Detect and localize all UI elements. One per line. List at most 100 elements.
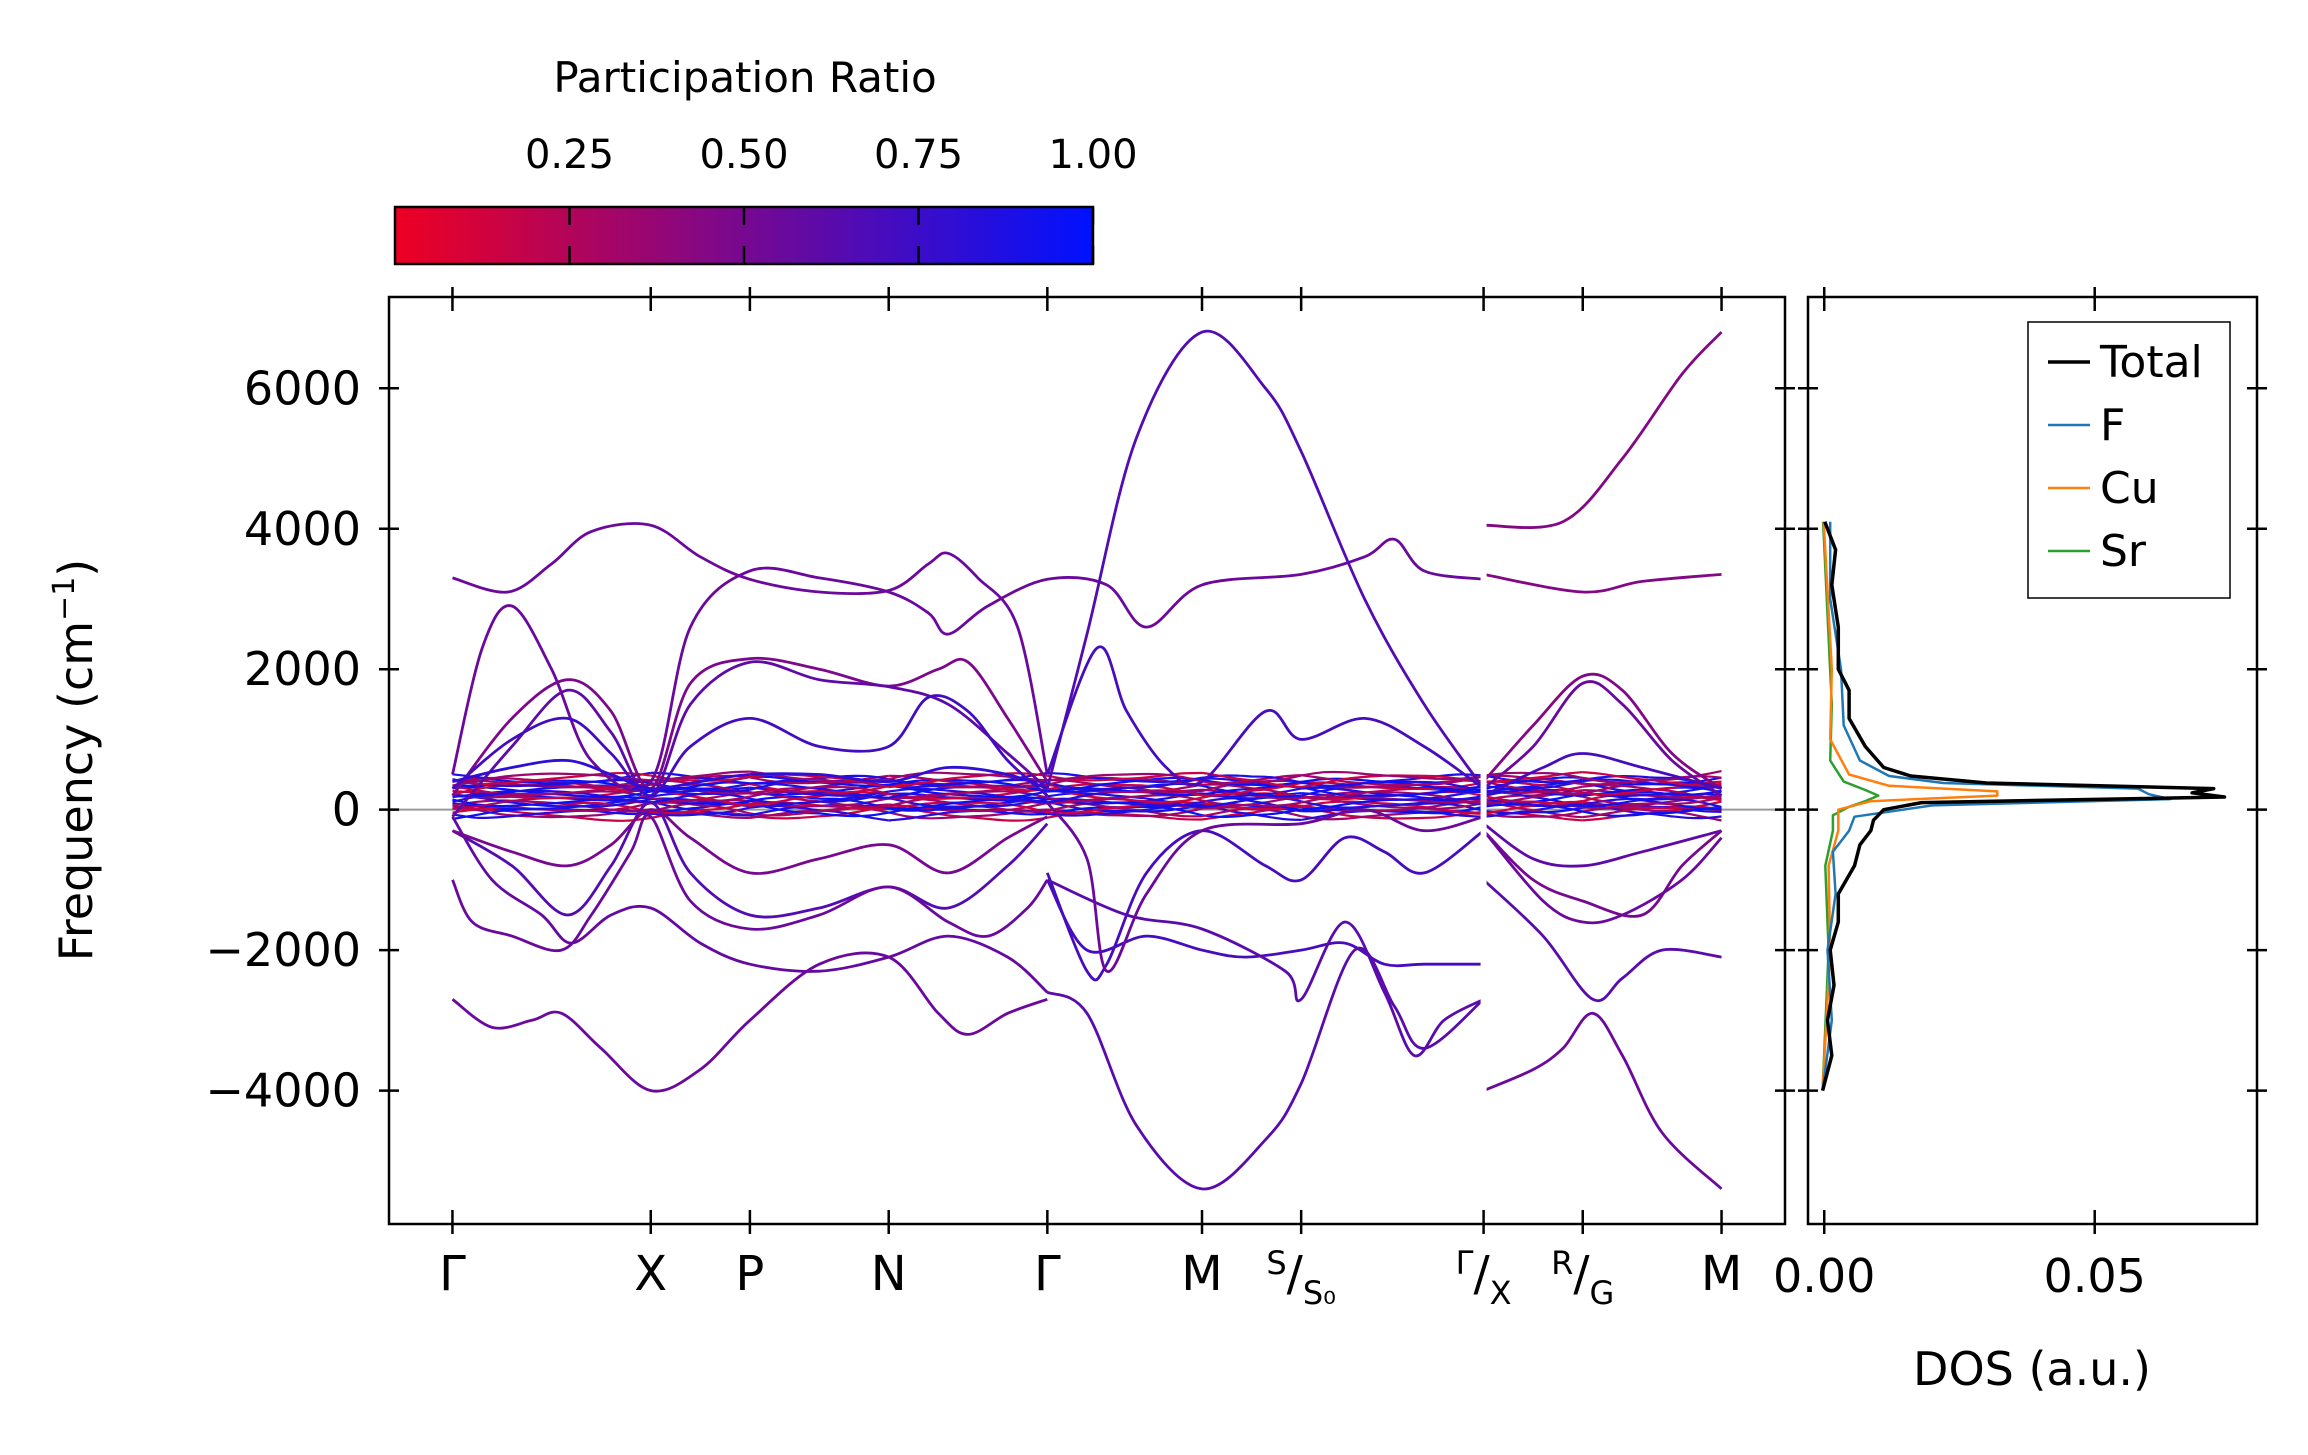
flat-band-line <box>1483 794 1583 805</box>
colorbar-tick-label: 0.25 <box>525 132 614 178</box>
dos-curves <box>1820 521 2227 1092</box>
flat-band-line <box>1201 799 1302 807</box>
kpoint-label: N <box>871 1246 907 1302</box>
flat-band-line <box>1582 805 1722 817</box>
phonon-band <box>1482 878 1722 1003</box>
phonon-bands <box>451 299 1723 1222</box>
colorbar-tick-labels: 0.25 0.50 0.75 1.00 <box>525 132 1138 178</box>
flat-band-line <box>1483 774 1583 784</box>
phonon-band <box>1483 331 1723 529</box>
dos-legend: Total F Cu Sr <box>2027 321 2231 599</box>
kpoint-label: Γ/X <box>1456 1244 1512 1312</box>
flat-band-line <box>650 771 751 785</box>
kpoint-label: M <box>1701 1246 1742 1302</box>
y-tick-label: 4000 <box>244 502 361 556</box>
frequency-axis-label: Frequency (cm−1) <box>47 559 103 962</box>
colorbar-tick-label: 0.75 <box>874 132 963 178</box>
dos-curve-total <box>1820 521 2227 1092</box>
flat-band-line <box>452 794 652 808</box>
phonon-band <box>1045 645 1485 790</box>
flat-band-line <box>1483 806 1583 815</box>
flat-band-line <box>1301 770 1484 781</box>
flat-band-line <box>1582 782 1722 796</box>
y-tick-label: −2000 <box>205 923 361 977</box>
frequency-y-ticks: −4000 −2000 0 2000 4000 6000 <box>205 361 1795 1118</box>
phonon-band <box>1483 573 1722 594</box>
phonon-band <box>1046 829 1485 982</box>
phonon-band <box>1482 752 1722 797</box>
flat-band-line <box>888 801 1048 813</box>
phonon-band <box>451 801 1049 919</box>
dos-frame <box>1806 295 2259 1226</box>
flat-band-line <box>749 791 889 807</box>
flat-band-line <box>749 795 889 810</box>
flat-band-line <box>1201 808 1302 819</box>
legend-label: Cu <box>2100 463 2159 514</box>
legend-label: Total <box>2099 337 2203 388</box>
colorbar-tick-label: 0.50 <box>699 132 788 178</box>
phonon-band <box>1046 878 1485 1058</box>
phonon-band <box>451 815 1049 994</box>
flat-band-line <box>452 771 651 786</box>
flat-band-line <box>650 806 751 817</box>
y-tick-label: 6000 <box>244 361 361 415</box>
dos-panel: 0.00 0.05 DOS (a.u.) Total F Cu Sr <box>1773 287 2267 1396</box>
kpoint-label: Γ <box>439 1246 466 1302</box>
kpoint-label: P <box>735 1246 764 1302</box>
y-tick-label: −4000 <box>205 1064 361 1118</box>
flat-band-line <box>888 796 1048 808</box>
dos-x-tick-label: 0.00 <box>1773 1249 1875 1303</box>
phonon-band <box>1482 822 1722 868</box>
kpoint-label: R/G <box>1551 1244 1614 1312</box>
flat-band-line <box>888 784 1048 799</box>
colorbar-title: Participation Ratio <box>553 53 936 102</box>
flat-band-line <box>1047 800 1203 813</box>
flat-band-line <box>749 774 889 785</box>
dos-axis-label: DOS (a.u.) <box>1913 1342 2151 1396</box>
flat-band-line <box>452 800 651 811</box>
band-structure-frame <box>387 295 1787 1226</box>
legend-label: F <box>2100 400 2125 451</box>
flat-band-line <box>1047 771 1203 782</box>
phonon-band <box>1046 946 1485 1191</box>
flat-band-line <box>1301 773 1484 787</box>
phonon-band <box>1482 672 1723 790</box>
phonon-band <box>1045 329 1485 790</box>
dos-x-tick-label: 0.05 <box>2044 1249 2146 1303</box>
dos-ticks: 0.00 0.05 <box>1773 287 2267 1303</box>
flat-band-line <box>1201 774 1302 785</box>
phonon-band <box>1482 829 1723 918</box>
flat-band-line <box>1047 788 1203 804</box>
kpoint-x-ticks: Γ X P N Γ M S/S₀ Γ/X R/G M <box>439 287 1742 1312</box>
flat-band-line <box>452 789 651 804</box>
dos-curve-sr <box>1821 521 1880 1091</box>
flat-band-line <box>749 783 889 794</box>
phonon-band <box>1483 1011 1723 1190</box>
legend-label: Sr <box>2100 526 2147 577</box>
y-tick-label: 2000 <box>244 642 361 696</box>
phonon-band <box>451 656 1049 797</box>
phonon-band <box>1046 801 1484 973</box>
phonon-band <box>451 537 1484 792</box>
flat-band-line <box>1201 784 1302 798</box>
flat-band-line <box>1301 800 1484 815</box>
flat-band-line <box>888 796 1048 810</box>
dos-curve-f <box>1821 521 2172 1091</box>
colorbar-ticks <box>568 207 1095 264</box>
kpoint-label: Γ <box>1034 1246 1061 1302</box>
kpoint-label: X <box>634 1246 667 1302</box>
flat-band-line <box>650 781 751 793</box>
phonon-band <box>451 813 1049 953</box>
flat-band-line <box>1301 789 1484 801</box>
dos-curve-cu <box>1821 521 1999 1091</box>
colorbar: Participation Ratio 0.25 0.50 0.75 1.00 <box>393 53 1138 266</box>
flat-band-line <box>1483 771 1583 783</box>
flat-band-line <box>1582 789 1722 799</box>
flat-band-line <box>1582 795 1722 806</box>
phonon-band <box>452 522 1049 775</box>
flat-band-line <box>1483 789 1583 806</box>
phonon-band <box>451 951 1048 1093</box>
flat-band-line <box>749 802 889 818</box>
phonon-band <box>452 758 1048 791</box>
